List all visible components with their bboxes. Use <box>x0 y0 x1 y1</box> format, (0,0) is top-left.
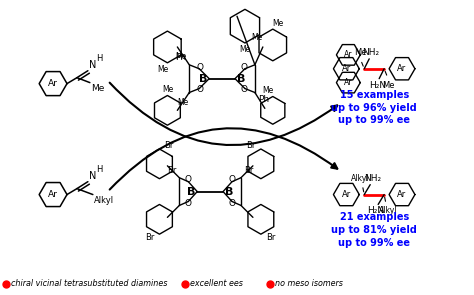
Text: O: O <box>240 63 247 72</box>
Text: Me: Me <box>239 45 251 54</box>
Text: O: O <box>228 175 236 184</box>
Text: Me: Me <box>162 84 173 94</box>
Text: Ph: Ph <box>175 53 186 62</box>
Text: H₂N: H₂N <box>368 206 385 215</box>
Text: O: O <box>228 199 236 208</box>
FancyArrowPatch shape <box>109 83 337 145</box>
Text: B: B <box>199 74 207 84</box>
Text: H₂N: H₂N <box>370 81 387 90</box>
Text: Ar: Ar <box>397 64 407 73</box>
Text: NH₂: NH₂ <box>362 48 379 57</box>
Text: Me: Me <box>354 48 366 57</box>
Text: Alkyl: Alkyl <box>94 196 114 204</box>
Text: Ph: Ph <box>258 96 269 104</box>
Text: no meso isomers: no meso isomers <box>275 279 343 288</box>
Text: Br: Br <box>167 166 176 175</box>
Text: chiral vicinal tetrasubstituted diamines: chiral vicinal tetrasubstituted diamines <box>11 279 168 288</box>
Text: Me: Me <box>272 19 283 28</box>
Text: O: O <box>240 85 247 94</box>
Text: Ar: Ar <box>397 190 407 199</box>
Text: Br: Br <box>266 233 275 242</box>
Text: H: H <box>96 54 102 63</box>
Text: B: B <box>225 186 234 196</box>
Text: up to 99% ee: up to 99% ee <box>338 115 410 125</box>
Text: Me: Me <box>177 98 189 107</box>
Text: Me: Me <box>175 52 187 61</box>
Text: Alkyl: Alkyl <box>351 174 370 183</box>
Text: up to 99% ee: up to 99% ee <box>338 238 410 248</box>
Text: up to 81% yield: up to 81% yield <box>331 225 417 235</box>
Text: Me: Me <box>382 81 394 90</box>
Text: O: O <box>185 199 192 208</box>
Text: NH₂: NH₂ <box>364 174 381 183</box>
Text: Br: Br <box>246 141 256 150</box>
Text: Ar: Ar <box>344 78 353 87</box>
Text: O: O <box>185 175 192 184</box>
Text: Ar: Ar <box>48 190 58 199</box>
FancyArrowPatch shape <box>109 128 337 190</box>
Text: B: B <box>237 74 246 84</box>
Text: Br: Br <box>145 233 155 242</box>
Text: B: B <box>187 186 195 196</box>
Text: 15 examples: 15 examples <box>339 91 409 101</box>
Text: Ar: Ar <box>48 79 58 88</box>
Text: Me: Me <box>91 83 104 93</box>
Text: Ar: Ar <box>344 50 353 59</box>
Text: excellent ees: excellent ees <box>190 279 243 288</box>
Text: Me: Me <box>262 86 273 96</box>
Text: H: H <box>96 165 102 174</box>
Text: O: O <box>197 63 204 72</box>
Text: Ar: Ar <box>342 190 351 199</box>
Text: Alkyl: Alkyl <box>379 206 397 215</box>
Text: Me: Me <box>157 65 168 74</box>
Text: Ar: Ar <box>342 64 351 73</box>
Text: 21 examples: 21 examples <box>339 212 409 222</box>
Text: N: N <box>89 171 96 181</box>
Text: Me: Me <box>252 32 263 42</box>
Text: Br: Br <box>244 166 253 175</box>
Text: O: O <box>197 85 204 94</box>
Text: N: N <box>89 60 96 70</box>
Text: up to 96% yield: up to 96% yield <box>331 103 417 113</box>
Text: Br: Br <box>164 141 174 150</box>
